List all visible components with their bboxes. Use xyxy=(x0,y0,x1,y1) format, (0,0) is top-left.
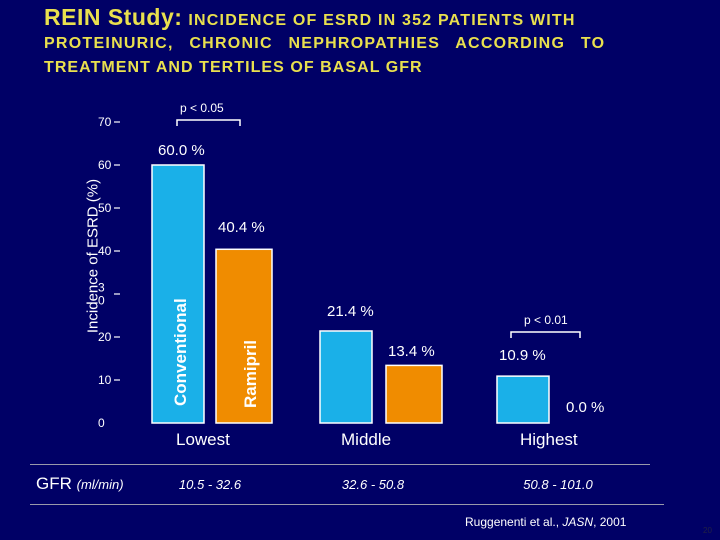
category-label: Middle xyxy=(341,430,391,449)
gfr-label: GFR (ml/min) xyxy=(36,474,124,493)
category-label: Lowest xyxy=(176,430,230,449)
legend-ramipril: Ramipril xyxy=(241,340,260,408)
data-label: 40.4 % xyxy=(218,219,265,236)
data-label: 0.0 % xyxy=(566,399,604,416)
y-tick-label: 60 xyxy=(98,158,112,172)
citation: Ruggenenti et al., JASN, 2001 xyxy=(465,515,627,529)
y-tick-label: 10 xyxy=(98,373,112,387)
legend-conventional: Conventional xyxy=(171,298,190,406)
significance-bracket xyxy=(176,119,241,126)
title-line2: PROTEINURIC, CHRONIC NEPHROPATHIES ACCOR… xyxy=(44,35,606,52)
y-tick-label: 40 xyxy=(98,244,112,258)
bar-conventional xyxy=(319,330,373,424)
data-label: 10.9 % xyxy=(499,347,546,364)
title-study: REIN Study: INCIDENCE OF ESRD IN 352 PATI… xyxy=(44,4,576,30)
data-label: 21.4 % xyxy=(327,303,374,320)
significance-label: p < 0.01 xyxy=(524,313,568,327)
table-divider-top xyxy=(30,464,650,465)
gfr-range-middle: 32.6 - 50.8 xyxy=(341,477,405,492)
category-label: Highest xyxy=(520,430,578,449)
bar-conventional xyxy=(151,164,205,424)
significance-bracket xyxy=(510,331,581,338)
y-tick-label: 0 xyxy=(98,294,105,308)
table-divider-bottom xyxy=(30,504,664,505)
y-tick-label: 20 xyxy=(98,330,112,344)
bar-ramipril xyxy=(385,364,443,424)
gfr-range-lowest: 10.5 - 32.6 xyxy=(178,477,242,492)
significance-label: p < 0.05 xyxy=(180,101,224,115)
y-tick-label: 70 xyxy=(98,115,112,129)
y-tick-label: 0 xyxy=(98,416,105,430)
slide-title: REIN Study: INCIDENCE OF ESRD IN 352 PATI… xyxy=(44,4,684,31)
data-label: 60.0 % xyxy=(158,142,205,159)
y-tick-label: 3 xyxy=(98,281,105,295)
gfr-range-highest: 50.8 - 101.0 xyxy=(523,477,593,492)
title-line3: TREATMENT AND TERTILES OF BASAL GFR xyxy=(44,59,423,76)
title-line1: INCIDENCE OF ESRD IN 352 PATIENTS WITH xyxy=(188,12,576,29)
page-number: 20 xyxy=(703,526,712,535)
bar-ramipril xyxy=(215,248,273,424)
data-label: 13.4 % xyxy=(388,343,435,360)
bar-conventional xyxy=(496,375,550,424)
y-tick-label: 50 xyxy=(98,201,112,215)
